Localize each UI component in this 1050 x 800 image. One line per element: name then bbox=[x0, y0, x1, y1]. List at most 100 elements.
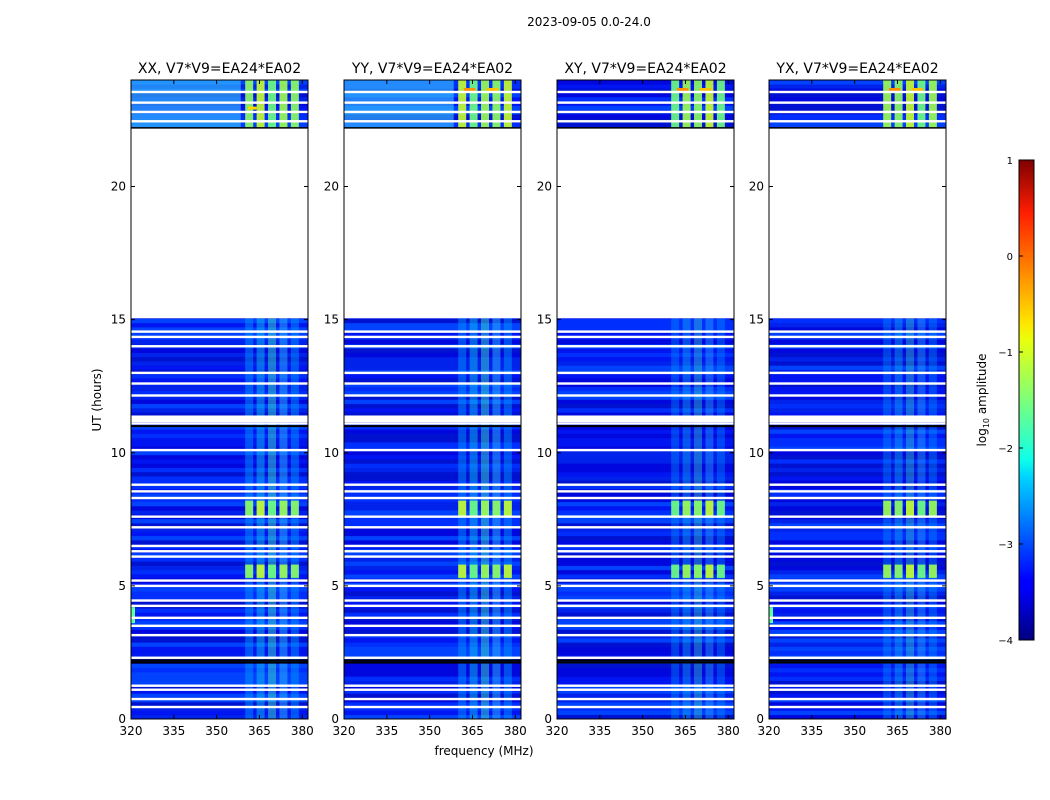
noise-strip bbox=[769, 531, 946, 537]
noise-strip bbox=[769, 591, 946, 596]
noise-strip bbox=[344, 480, 521, 485]
flagged-row bbox=[131, 697, 308, 701]
flagged-row bbox=[344, 579, 521, 582]
rfi-strong-block bbox=[279, 500, 288, 517]
noise-strip bbox=[557, 114, 734, 119]
flagged-row bbox=[131, 579, 308, 582]
flagged-row bbox=[344, 544, 521, 548]
noise-strip bbox=[557, 595, 734, 601]
flagged-row bbox=[344, 345, 521, 348]
noise-strip bbox=[131, 552, 308, 558]
noise-strip bbox=[344, 399, 521, 405]
rfi-column bbox=[671, 318, 680, 719]
y-tick-label: 10 bbox=[111, 446, 126, 460]
noise-strip bbox=[557, 591, 734, 596]
noise-strip bbox=[557, 373, 734, 379]
noise-strip bbox=[344, 552, 521, 558]
noise-strip bbox=[769, 437, 946, 443]
rfi-strong-block bbox=[481, 80, 490, 128]
rfi-strong-block bbox=[671, 564, 680, 578]
flagged-row bbox=[557, 448, 734, 452]
flagged-row bbox=[344, 496, 521, 500]
noise-strip bbox=[769, 650, 946, 656]
rfi-strong-block bbox=[256, 80, 265, 128]
noise-strip bbox=[344, 356, 521, 362]
noise-strip bbox=[131, 412, 308, 417]
noise-strip bbox=[131, 642, 308, 647]
rfi-strong-block bbox=[906, 80, 915, 128]
noise-strip bbox=[131, 437, 308, 443]
noise-strip bbox=[131, 561, 308, 566]
noise-strip bbox=[557, 92, 734, 98]
noise-strip bbox=[769, 373, 946, 379]
noise-strip bbox=[131, 454, 308, 460]
flagged-row bbox=[344, 697, 521, 701]
colorbar-gradient bbox=[1018, 159, 1035, 641]
noise-strip bbox=[344, 331, 521, 336]
noise-strip bbox=[557, 454, 734, 460]
noise-strip bbox=[131, 612, 308, 618]
noise-strip bbox=[131, 484, 308, 490]
flagged-row bbox=[769, 656, 946, 659]
dark-row bbox=[131, 661, 308, 664]
noise-strip bbox=[131, 595, 308, 601]
noise-strip bbox=[131, 403, 308, 409]
colorbar-tick-label: 0 bbox=[1007, 252, 1013, 263]
noise-strip bbox=[557, 348, 734, 353]
noise-strip bbox=[769, 386, 946, 392]
noise-strip bbox=[344, 471, 521, 477]
x-tick-label: 380 bbox=[504, 724, 527, 738]
rfi-column bbox=[268, 318, 277, 719]
flagged-row bbox=[131, 101, 308, 104]
y-tick-label: 20 bbox=[749, 180, 764, 194]
flagged-row bbox=[557, 550, 734, 553]
noise-strip bbox=[131, 684, 308, 690]
noise-strip bbox=[344, 561, 521, 566]
noise-strip bbox=[131, 608, 308, 613]
noise-strip bbox=[344, 361, 521, 366]
noise-strip bbox=[344, 318, 521, 324]
noise-strip bbox=[344, 629, 521, 635]
colorbar-tick-label: −1 bbox=[998, 348, 1013, 359]
rfi-column bbox=[716, 318, 725, 719]
flagged-row bbox=[557, 335, 734, 339]
panel-frame bbox=[343, 79, 522, 720]
noise-strip bbox=[769, 561, 946, 566]
panel-3: YX, V7*V9=EA24*EA02 320 335 350 365 380 0 5 10 15… bbox=[749, 61, 952, 738]
x-tick-label: 365 bbox=[248, 724, 271, 738]
noise-strip bbox=[557, 638, 734, 643]
flagged-row bbox=[769, 335, 946, 339]
noise-strip bbox=[557, 518, 734, 524]
flagged-row bbox=[557, 120, 734, 123]
noise-strip bbox=[131, 710, 308, 716]
rfi-strong-block bbox=[716, 500, 725, 517]
rfi-column bbox=[481, 318, 490, 719]
noise-strip bbox=[557, 510, 734, 515]
noise-strip bbox=[557, 608, 734, 613]
flagged-row bbox=[769, 394, 946, 397]
rfi-strong-block bbox=[705, 500, 714, 517]
y-tick-label: 20 bbox=[324, 180, 339, 194]
noise-strip bbox=[344, 565, 521, 571]
rfi-column bbox=[458, 318, 467, 719]
noise-strip bbox=[131, 442, 308, 447]
noise-strip bbox=[557, 684, 734, 690]
flagged-row bbox=[131, 422, 308, 425]
noise-strip bbox=[769, 527, 946, 532]
rfi-strong-block bbox=[469, 500, 478, 517]
rfi-column bbox=[503, 318, 512, 719]
noise-strip bbox=[557, 356, 734, 362]
noise-strip bbox=[557, 540, 734, 545]
hot-spot bbox=[248, 106, 257, 110]
rfi-strong-block bbox=[290, 500, 299, 517]
flagged-row bbox=[344, 555, 521, 558]
flagged-row bbox=[344, 584, 521, 588]
noise-strip bbox=[557, 616, 734, 622]
noise-strip bbox=[131, 625, 308, 630]
noise-strip bbox=[557, 535, 734, 541]
noise-strip bbox=[344, 667, 521, 673]
noise-strip bbox=[344, 599, 521, 605]
noise-strip bbox=[557, 523, 734, 528]
noise-strip bbox=[557, 97, 734, 102]
noise-strip bbox=[344, 680, 521, 686]
